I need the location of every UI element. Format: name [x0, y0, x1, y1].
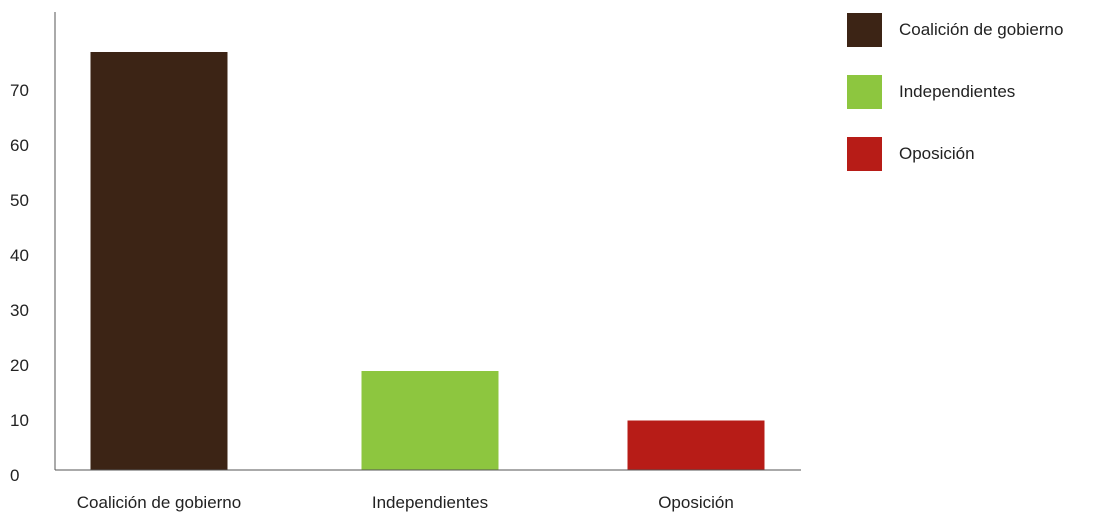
x-tick-label: Independientes	[372, 493, 488, 512]
legend-swatch-coalicion	[847, 13, 882, 47]
x-axis-tick-labels: Coalición de gobierno Independientes Oposi…	[77, 493, 734, 512]
y-tick-label: 30	[10, 301, 29, 320]
axes-group	[54, 12, 801, 471]
y-tick-label: 0	[10, 466, 19, 485]
legend-label-coalicion: Coalición de gobierno	[899, 20, 1064, 39]
y-tick-label: 40	[10, 246, 29, 265]
bar-1	[361, 371, 499, 470]
bar-0	[90, 52, 228, 470]
y-tick-label: 20	[10, 356, 29, 375]
legend-swatch-independientes	[847, 75, 882, 109]
y-tick-label: 60	[10, 136, 29, 155]
legend-label-independientes: Independientes	[899, 82, 1016, 101]
legend-swatch-oposicion	[847, 137, 882, 171]
y-tick-label: 70	[10, 81, 29, 100]
bars-group	[90, 52, 765, 470]
y-tick-label: 10	[10, 411, 29, 430]
x-tick-label: Coalición de gobierno	[77, 493, 241, 512]
bar-2	[627, 420, 765, 470]
y-axis-tick-labels: 0 10 20 30 40 50 60 70	[10, 81, 29, 485]
y-tick-label: 50	[10, 191, 29, 210]
x-tick-label: Oposición	[658, 493, 734, 512]
legend-label-oposicion: Oposición	[899, 144, 975, 163]
